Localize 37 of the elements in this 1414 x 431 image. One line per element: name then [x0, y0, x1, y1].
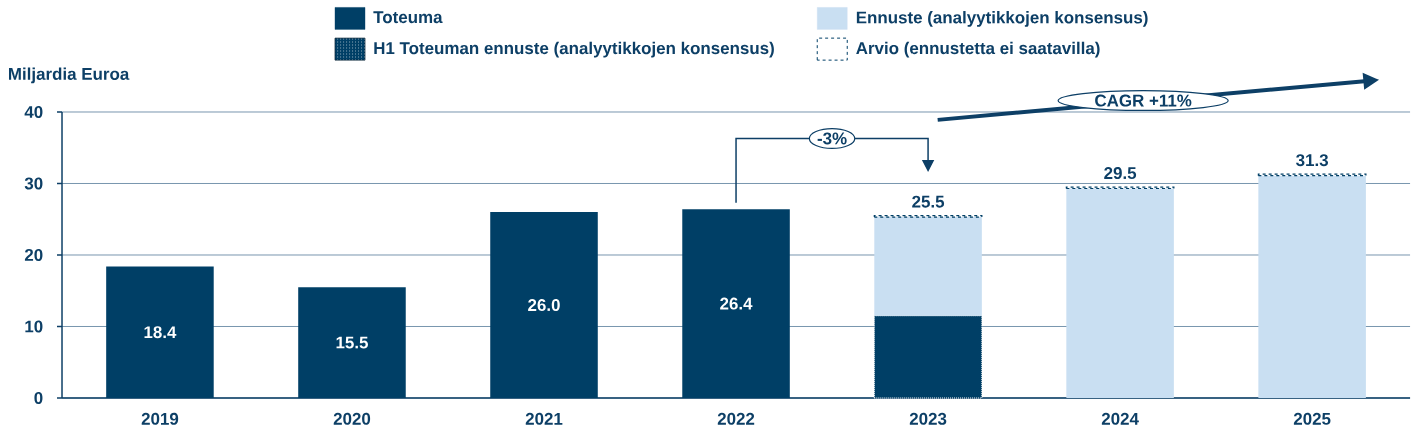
data-label: 18.4: [144, 326, 177, 339]
x-tick-label: 2020: [333, 413, 371, 426]
data-label: 26.4: [720, 297, 753, 310]
bar: [873, 315, 983, 399]
x-tick-label: 2025: [1293, 413, 1331, 426]
bar: [1257, 173, 1367, 177]
y-tick-label: 40: [24, 106, 43, 119]
y-tick-label: 10: [25, 320, 43, 333]
bar: [298, 287, 406, 399]
bar: [106, 266, 214, 399]
legend-label: Arvio (ennustetta ei saatavilla): [856, 41, 1100, 58]
bar: [874, 217, 982, 317]
legend-label: Toteuma: [373, 11, 443, 24]
x-tick-label: 2022: [717, 413, 755, 426]
x-tick-label: 2023: [909, 413, 947, 426]
x-tick-label: 2019: [141, 413, 179, 426]
text: CAGR +11%: [1095, 94, 1192, 107]
legend-label: Ennuste (analyytikkojen konsensus): [856, 11, 1148, 28]
x-tick-label: 2021: [525, 413, 563, 426]
y-tick-label: 0: [34, 392, 43, 405]
y-tick-label: 20: [24, 249, 43, 262]
annotation: -3%: [817, 132, 847, 145]
data-label: 26.0: [528, 299, 560, 312]
total-label: 25.5: [912, 195, 945, 208]
bar: [490, 212, 598, 399]
bar: [1066, 188, 1174, 399]
x-tick-label: 2024: [1101, 413, 1139, 426]
y-tick-label: 30: [24, 177, 43, 190]
bar: [1065, 186, 1175, 190]
total-label: 31.3: [1296, 154, 1329, 167]
bar: [1258, 175, 1366, 399]
data-label: 15.5: [336, 336, 368, 349]
legend-label: H1 Toteuman ennuste (analyytikkojen konsensus): [374, 41, 774, 58]
total-label: 29.5: [1104, 167, 1137, 180]
bar: [873, 215, 983, 218]
y-axis-title: Miljardia Euroa: [8, 67, 130, 84]
bar: [682, 209, 790, 399]
